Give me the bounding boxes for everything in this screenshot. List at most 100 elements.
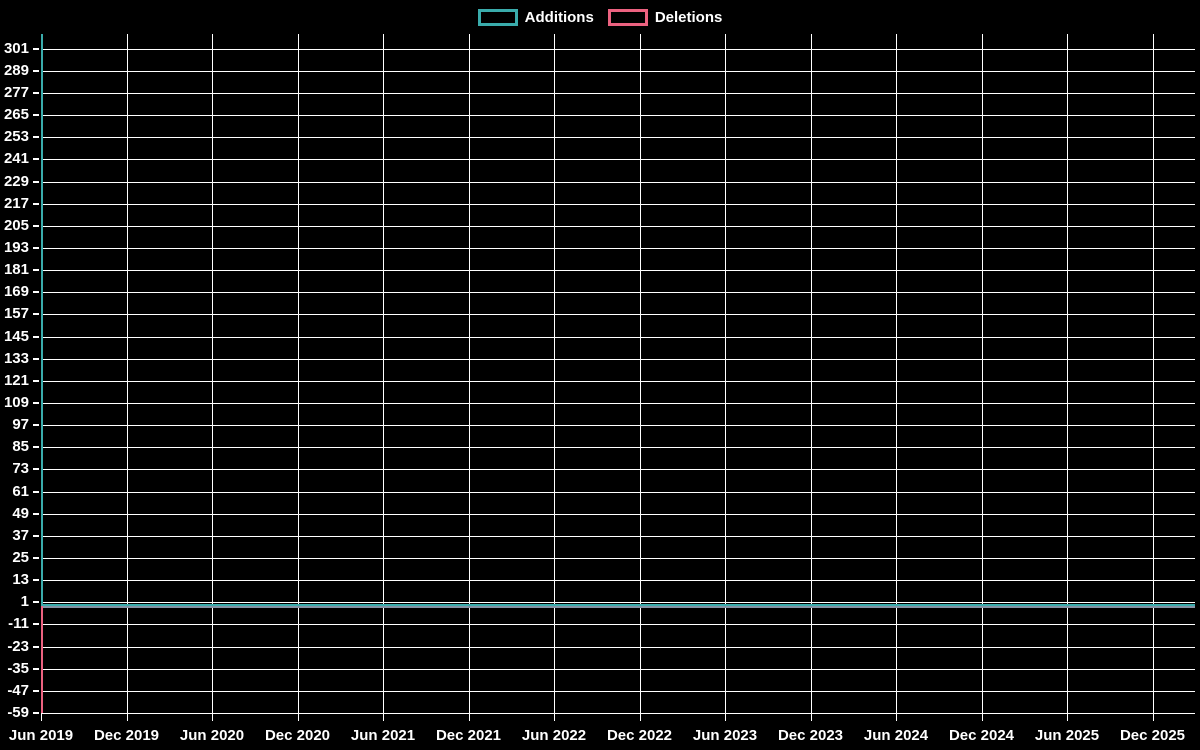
y-gridline <box>41 314 1195 316</box>
y-gridline <box>41 580 1195 582</box>
y-gridline <box>41 203 1195 205</box>
y-gridline <box>41 646 1195 648</box>
y-axis-tick <box>33 247 39 250</box>
x-axis-label: Jun 2022 <box>521 727 587 744</box>
x-axis-tick <box>41 714 42 721</box>
y-axis-label: 157 <box>3 305 29 323</box>
y-axis-label: 181 <box>3 261 29 279</box>
x-gridline <box>468 34 470 713</box>
y-gridline <box>41 358 1195 360</box>
y-axis-tick <box>33 224 39 227</box>
y-axis-tick <box>33 335 39 338</box>
y-axis-label: 277 <box>3 84 29 102</box>
x-axis-tick <box>1067 714 1068 721</box>
legend-label-additions: Additions <box>524 8 594 26</box>
x-axis-tick <box>981 714 983 721</box>
y-axis-label: 193 <box>3 239 29 257</box>
y-axis-label: 265 <box>3 106 29 124</box>
y-axis-tick <box>33 69 39 72</box>
x-axis-label: Jun 2024 <box>863 727 929 744</box>
deletions-swatch-icon <box>607 8 648 26</box>
y-gridline <box>41 137 1195 139</box>
y-axis-label: 49 <box>12 504 29 522</box>
y-gridline <box>41 602 1195 604</box>
y-axis-tick <box>33 689 39 692</box>
y-gridline <box>41 181 1195 183</box>
y-axis-tick <box>33 512 39 515</box>
y-axis-tick <box>33 136 39 139</box>
y-gridline <box>41 403 1195 405</box>
additions-spike <box>41 34 43 605</box>
y-axis-label: 145 <box>3 327 29 345</box>
x-axis-tick <box>297 714 299 721</box>
y-axis-tick <box>33 291 39 294</box>
y-axis-tick <box>33 180 39 183</box>
y-axis-label: -59 <box>7 704 29 721</box>
x-axis-label: Jun 2023 <box>692 727 758 744</box>
y-axis-tick <box>33 269 39 272</box>
y-gridline <box>41 425 1195 427</box>
y-axis-tick <box>33 424 39 427</box>
x-gridline <box>1067 34 1068 713</box>
x-axis-label: Dec 2021 <box>435 727 502 744</box>
y-axis-label: 73 <box>12 460 29 478</box>
x-axis-tick <box>639 714 641 721</box>
y-axis-tick <box>33 313 39 316</box>
x-axis-tick <box>212 714 213 721</box>
y-gridline <box>41 225 1195 227</box>
y-axis-tick <box>33 158 39 161</box>
y-axis-label: 97 <box>12 416 29 434</box>
x-axis-tick <box>896 714 897 721</box>
y-axis-label: 13 <box>12 571 29 589</box>
y-axis-label: 61 <box>12 482 29 500</box>
x-gridline <box>383 34 384 713</box>
x-axis-tick <box>126 714 128 721</box>
x-axis-label: Dec 2025 <box>1119 727 1186 744</box>
zero-baseline <box>41 606 1195 609</box>
x-axis-tick <box>725 714 726 721</box>
x-axis-label: Dec 2023 <box>777 727 844 744</box>
y-axis-tick <box>33 667 39 670</box>
y-axis-label: 217 <box>3 194 29 212</box>
y-axis-label: 25 <box>12 549 29 566</box>
y-gridline <box>41 690 1195 692</box>
x-gridline <box>297 34 299 713</box>
y-gridline <box>41 469 1195 471</box>
y-axis-label: -35 <box>7 659 29 677</box>
x-axis-tick <box>468 714 470 721</box>
y-axis-tick <box>33 645 39 648</box>
legend-item-additions[interactable]: Additions <box>477 8 594 26</box>
x-gridline <box>639 34 641 713</box>
y-axis-label: 229 <box>3 172 29 190</box>
y-gridline <box>41 248 1195 250</box>
x-gridline <box>981 34 983 713</box>
plot-area <box>41 34 1195 714</box>
x-gridline <box>126 34 128 713</box>
x-axis-label: Dec 2020 <box>264 727 331 744</box>
y-axis-label: 133 <box>3 349 29 367</box>
y-gridline <box>41 713 1195 714</box>
x-axis-label: Jun 2021 <box>350 727 416 744</box>
y-axis-tick <box>33 47 39 50</box>
y-axis-tick <box>33 579 39 582</box>
y-axis-label: -23 <box>7 637 29 655</box>
y-gridline <box>41 70 1195 72</box>
y-gridline <box>41 292 1195 294</box>
y-gridline <box>41 668 1195 670</box>
y-gridline <box>41 513 1195 515</box>
y-axis-label: 205 <box>3 216 29 234</box>
y-axis-tick <box>33 357 39 360</box>
x-gridline <box>212 34 213 713</box>
y-axis-tick <box>33 490 39 493</box>
x-gridline <box>896 34 897 713</box>
legend-item-deletions[interactable]: Deletions <box>607 8 722 26</box>
y-axis-tick <box>33 623 39 626</box>
y-axis-label: 301 <box>3 39 29 57</box>
y-axis-label: -47 <box>7 681 29 699</box>
x-axis-tick <box>1152 714 1154 721</box>
y-gridline <box>41 558 1195 559</box>
y-gridline <box>41 93 1195 95</box>
y-axis-label: 241 <box>3 150 29 168</box>
y-axis-tick <box>33 202 39 205</box>
